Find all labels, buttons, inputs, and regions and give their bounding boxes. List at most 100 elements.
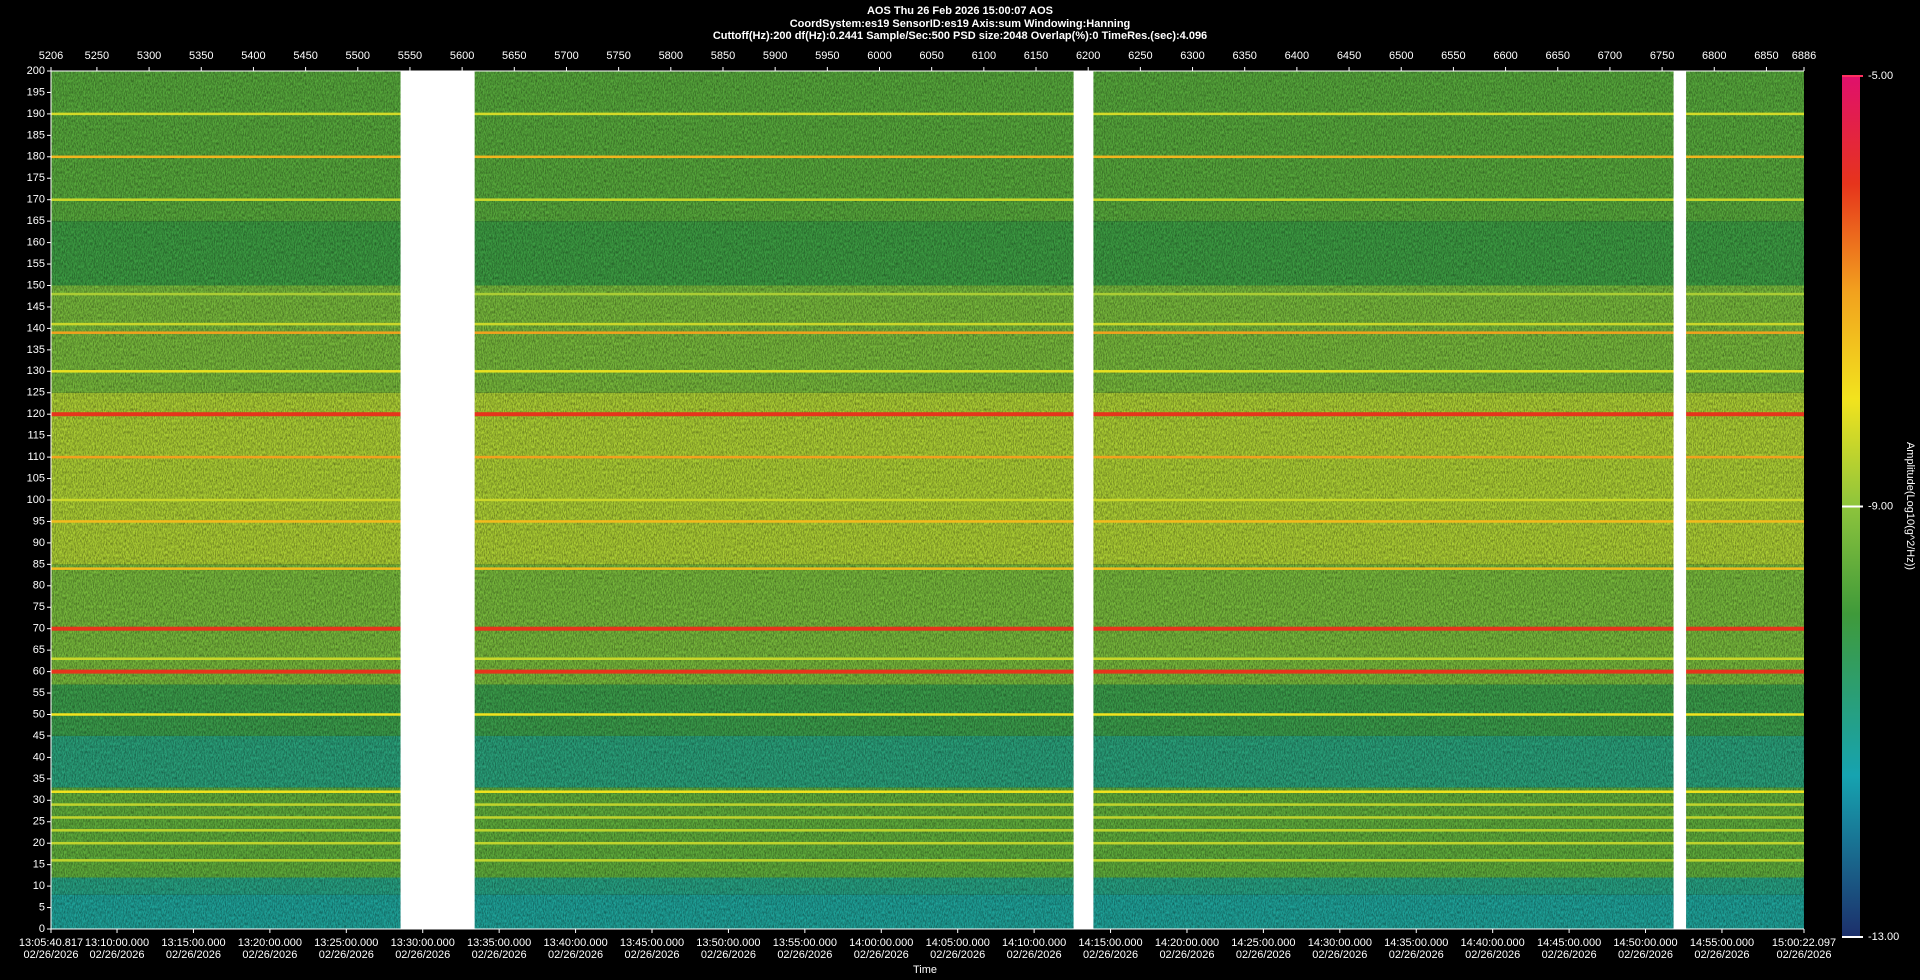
chart-subtitle: CoordSystem:es19 SensorID:es19 Axis:sum … xyxy=(790,18,1131,30)
data-gap xyxy=(1673,71,1687,929)
y-tick-label: 35 xyxy=(33,773,45,785)
y-tick-label: 120 xyxy=(27,408,45,420)
x-tick-label: 14:05:00.000 xyxy=(926,937,990,949)
y-tick-label: 20 xyxy=(33,837,45,849)
x2-tick-label: 6300 xyxy=(1180,50,1204,62)
x2-tick-label: 5650 xyxy=(502,50,526,62)
x-tick-date: 02/26/2026 xyxy=(1465,949,1520,961)
data-gap xyxy=(1073,71,1094,929)
y-tick-label: 0 xyxy=(39,923,45,935)
x-tick-date: 02/26/2026 xyxy=(1083,949,1138,961)
x-tick-label: 13:15:00.000 xyxy=(161,937,225,949)
x-tick-label: 13:05:40.817 xyxy=(19,937,83,949)
y-tick-label: 115 xyxy=(27,430,45,442)
colorbar-tick-label: -5.00 xyxy=(1868,70,1893,82)
y-tick-label: 160 xyxy=(27,237,45,249)
x2-tick-label: 5550 xyxy=(398,50,422,62)
x2-tick-label: 6550 xyxy=(1441,50,1465,62)
x2-tick-label: 5800 xyxy=(659,50,683,62)
y-tick-label: 90 xyxy=(33,537,45,549)
frequency-line xyxy=(51,816,1804,819)
x-tick-date: 02/26/2026 xyxy=(624,949,679,961)
x-tick-label: 13:50:00.000 xyxy=(696,937,760,949)
x2-tick-label: 5400 xyxy=(241,50,265,62)
y-tick-label: 95 xyxy=(33,515,45,527)
x2-tick-label: 6650 xyxy=(1546,50,1570,62)
y-tick-label: 75 xyxy=(33,601,45,613)
x-tick-date: 02/26/2026 xyxy=(777,949,832,961)
x-tick-label: 14:45:00.000 xyxy=(1537,937,1601,949)
y-tick-label: 190 xyxy=(27,108,45,120)
x-tick-label: 14:25:00.000 xyxy=(1231,937,1295,949)
x2-tick-label: 6750 xyxy=(1650,50,1674,62)
frequency-line xyxy=(51,322,1804,326)
frequency-line xyxy=(51,112,1804,116)
x2-tick-label: 5500 xyxy=(346,50,370,62)
x-tick-label: 15:00:22.097 xyxy=(1772,937,1836,949)
x-tick-label: 13:45:00.000 xyxy=(620,937,684,949)
frequency-line xyxy=(51,370,1804,373)
x-tick-label: 13:10:00.000 xyxy=(85,937,149,949)
x-tick-label: 14:50:00.000 xyxy=(1613,937,1677,949)
x-axis-label: Time xyxy=(913,964,937,976)
data-gap xyxy=(400,71,475,929)
frequency-line xyxy=(51,198,1804,201)
x-tick-label: 14:10:00.000 xyxy=(1002,937,1066,949)
frequency-line xyxy=(51,626,1804,631)
y-tick-label: 5 xyxy=(39,901,45,913)
x2-tick-label: 6800 xyxy=(1702,50,1726,62)
x2-tick-label: 5900 xyxy=(763,50,787,62)
frequency-line xyxy=(51,331,1804,334)
x-tick-label: 13:40:00.000 xyxy=(543,937,607,949)
y-tick-label: 10 xyxy=(33,880,45,892)
frequency-line xyxy=(51,841,1804,845)
x-tick-label: 13:25:00.000 xyxy=(314,937,378,949)
x2-tick-label: 5250 xyxy=(85,50,109,62)
x2-tick-label: 6050 xyxy=(919,50,943,62)
y-tick-label: 60 xyxy=(33,666,45,678)
frequency-line xyxy=(51,520,1804,523)
y-tick-label: 180 xyxy=(27,151,45,163)
x-tick-label: 14:15:00.000 xyxy=(1078,937,1142,949)
frequency-line xyxy=(51,498,1804,502)
y-tick-label: 185 xyxy=(27,129,45,141)
frequency-line xyxy=(51,790,1804,793)
x-tick-date: 02/26/2026 xyxy=(1542,949,1597,961)
x2-tick-label: 6600 xyxy=(1493,50,1517,62)
frequency-line xyxy=(51,292,1804,296)
x2-tick-label: 6400 xyxy=(1285,50,1309,62)
spectrogram xyxy=(51,71,1804,929)
x-tick-date: 02/26/2026 xyxy=(89,949,144,961)
frequency-line xyxy=(51,155,1804,159)
x2-tick-label: 5750 xyxy=(606,50,630,62)
y-tick-label: 145 xyxy=(27,301,45,313)
y-tick-label: 50 xyxy=(33,708,45,720)
x-tick-date: 02/26/2026 xyxy=(930,949,985,961)
colorbar-tick-label: -9.00 xyxy=(1868,500,1893,512)
x-tick-label: 14:30:00.000 xyxy=(1308,937,1372,949)
x2-tick-label: 6200 xyxy=(1076,50,1100,62)
frequency-line xyxy=(51,412,1804,417)
x-tick-date: 02/26/2026 xyxy=(166,949,221,961)
y-tick-label: 125 xyxy=(27,387,45,399)
frequency-line xyxy=(51,829,1804,832)
y-tick-label: 15 xyxy=(33,859,45,871)
frequency-line xyxy=(51,669,1804,674)
x-tick-date: 02/26/2026 xyxy=(23,949,78,961)
x-tick-label: 13:20:00.000 xyxy=(238,937,302,949)
y-tick-label: 25 xyxy=(33,816,45,828)
x-tick-label: 14:55:00.000 xyxy=(1690,937,1754,949)
x-tick-date: 02/26/2026 xyxy=(1694,949,1749,961)
y-tick-label: 140 xyxy=(27,322,45,334)
chart-title: AOS Thu 26 Feb 2026 15:00:07 AOS xyxy=(867,5,1053,17)
y-tick-label: 30 xyxy=(33,794,45,806)
chart-info: Cuttoff(Hz):200 df(Hz):0.2441 Sample/Sec… xyxy=(713,30,1207,42)
y-tick-label: 130 xyxy=(27,365,45,377)
colorbar-label: Amplitude(Log10(g^2/Hz)) xyxy=(1904,442,1916,570)
x2-tick-label: 6000 xyxy=(867,50,891,62)
y-tick-label: 80 xyxy=(33,580,45,592)
x-tick-label: 14:35:00.000 xyxy=(1384,937,1448,949)
x-tick-date: 02/26/2026 xyxy=(1389,949,1444,961)
